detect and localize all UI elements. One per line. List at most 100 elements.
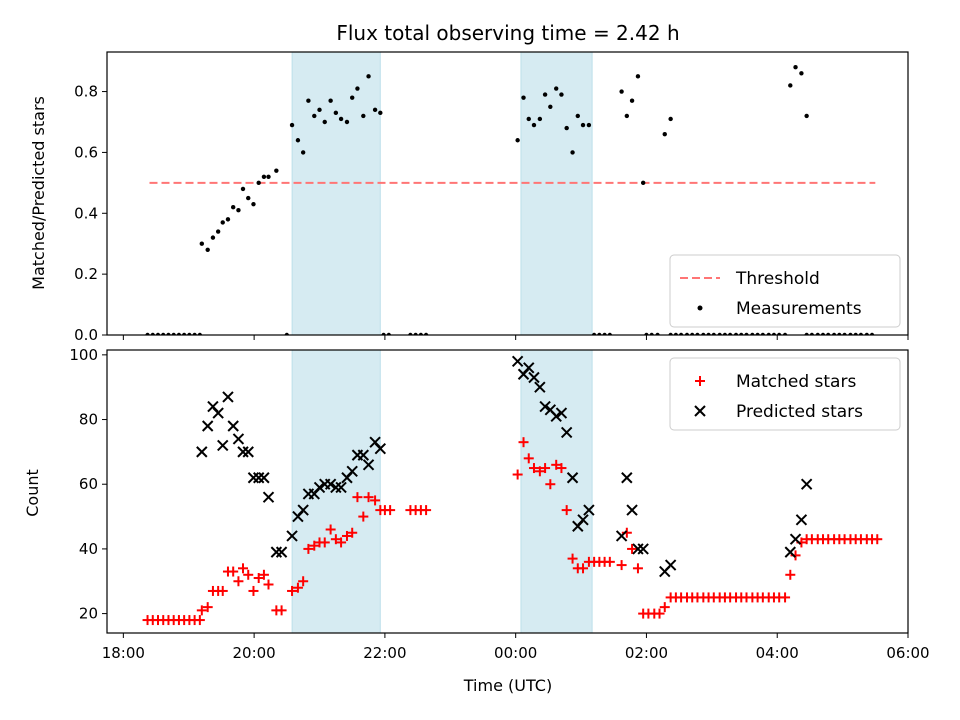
predicted-star-point [232, 433, 245, 445]
measurement-point [306, 98, 311, 103]
predicted-star-point [621, 472, 633, 484]
matched-star-point [512, 469, 523, 480]
matched-star-point [287, 585, 298, 596]
measurement-point [586, 122, 592, 128]
measurement-point [295, 138, 301, 143]
predicted-star-point [583, 504, 595, 516]
predicted-star-point [270, 546, 283, 558]
matched-star-point [528, 463, 539, 474]
matched-star-point [370, 495, 381, 506]
predicted-star-point [800, 478, 813, 490]
matched-star-point [358, 511, 369, 522]
measurement-point [251, 201, 256, 207]
matched-star-point [540, 463, 551, 474]
legend-predicted-swatch [694, 405, 706, 417]
matched-star-point [233, 576, 244, 587]
measurement-point [559, 92, 564, 97]
measurement-point [240, 186, 246, 192]
predicted-star-point [511, 355, 524, 368]
predicted-star-point [346, 465, 358, 477]
measurement-point [662, 131, 667, 137]
predicted-star-point [222, 391, 234, 403]
measurement-point [344, 119, 350, 125]
predicted-star-point [637, 543, 649, 555]
measurement-point [564, 125, 569, 131]
x-tick-label: 22:00 [363, 644, 406, 662]
matched-star-point [785, 569, 796, 580]
predicted-star-point [335, 481, 347, 494]
matched-star-point [872, 534, 883, 545]
matched-star-point [567, 553, 578, 564]
predicted-star-point [528, 371, 540, 384]
legend-box [669, 254, 901, 328]
matched-star-point [258, 569, 269, 580]
measurement-point [793, 65, 798, 70]
measurement-point [554, 86, 559, 91]
measurement-point [199, 241, 205, 246]
predicted-star-point [555, 407, 568, 419]
measurement-point [372, 107, 378, 113]
matched-star-point [263, 579, 274, 590]
measurement-point [289, 122, 295, 128]
measurement-point [215, 229, 221, 234]
x-tick-label: 02:00 [625, 644, 668, 662]
measurement-point [328, 98, 333, 103]
matched-star-point [319, 537, 330, 548]
predicted-star-point [201, 420, 214, 432]
predicted-star-point [275, 546, 288, 558]
matched-star-point [347, 527, 358, 538]
predicted-star-point [566, 472, 579, 484]
matched-star-point [336, 537, 347, 548]
matched-star-point [292, 582, 303, 593]
measurement-point [548, 104, 553, 109]
axes-frame [106, 51, 909, 336]
measurement-point [317, 107, 322, 113]
measurement-point [225, 217, 231, 222]
measurement-point [361, 113, 366, 119]
predicted-star-point [534, 381, 546, 393]
predicted-star-point [330, 481, 342, 494]
predicted-star-point [262, 491, 275, 503]
axes-frame [106, 349, 909, 634]
predicted-star-point [626, 504, 638, 516]
measurement-point [640, 180, 646, 186]
legend-box [669, 357, 901, 431]
measurement-point [570, 150, 575, 155]
legend-measurement-swatch [697, 305, 703, 311]
predicted-star-point [362, 459, 375, 471]
legend: Matched stars Predicted stars [669, 357, 901, 431]
measurement-point [230, 204, 236, 210]
y-tick-label: 0.2 [74, 265, 98, 283]
predicted-star-point [212, 407, 224, 419]
matched-star-point [248, 585, 259, 596]
predicted-star-point [258, 472, 270, 484]
matched-star-point [243, 569, 254, 580]
y-tick-label: 100 [69, 346, 98, 364]
legend-label: Predicted stars [736, 402, 863, 422]
predicted-star-point [374, 442, 387, 455]
matched-star-point [385, 505, 396, 516]
measurement-point [575, 113, 580, 119]
matched-star-point [298, 576, 309, 587]
x-tick-label: 00:00 [494, 644, 537, 662]
measurement-point [537, 116, 543, 122]
matched-star-point [228, 566, 239, 577]
x-tick-label: 06:00 [886, 644, 929, 662]
measurement-point [624, 113, 630, 119]
matched-star-point [352, 492, 363, 503]
measurement-point [668, 116, 673, 122]
x-tick-label: 04:00 [756, 644, 799, 662]
matched-star-point [556, 463, 567, 474]
x-axis-label: Time (UTC) [463, 676, 552, 695]
predicted-star-point [539, 400, 551, 413]
measurement-point [322, 119, 327, 125]
matched-star-point [309, 540, 320, 551]
measurement-point [210, 235, 216, 240]
measurement-point [521, 95, 526, 100]
measurement-point [355, 86, 360, 91]
matched-star-point [780, 592, 791, 603]
predicted-star-point [550, 410, 562, 423]
measurement-point [378, 110, 383, 116]
predicted-star-point [523, 362, 535, 374]
